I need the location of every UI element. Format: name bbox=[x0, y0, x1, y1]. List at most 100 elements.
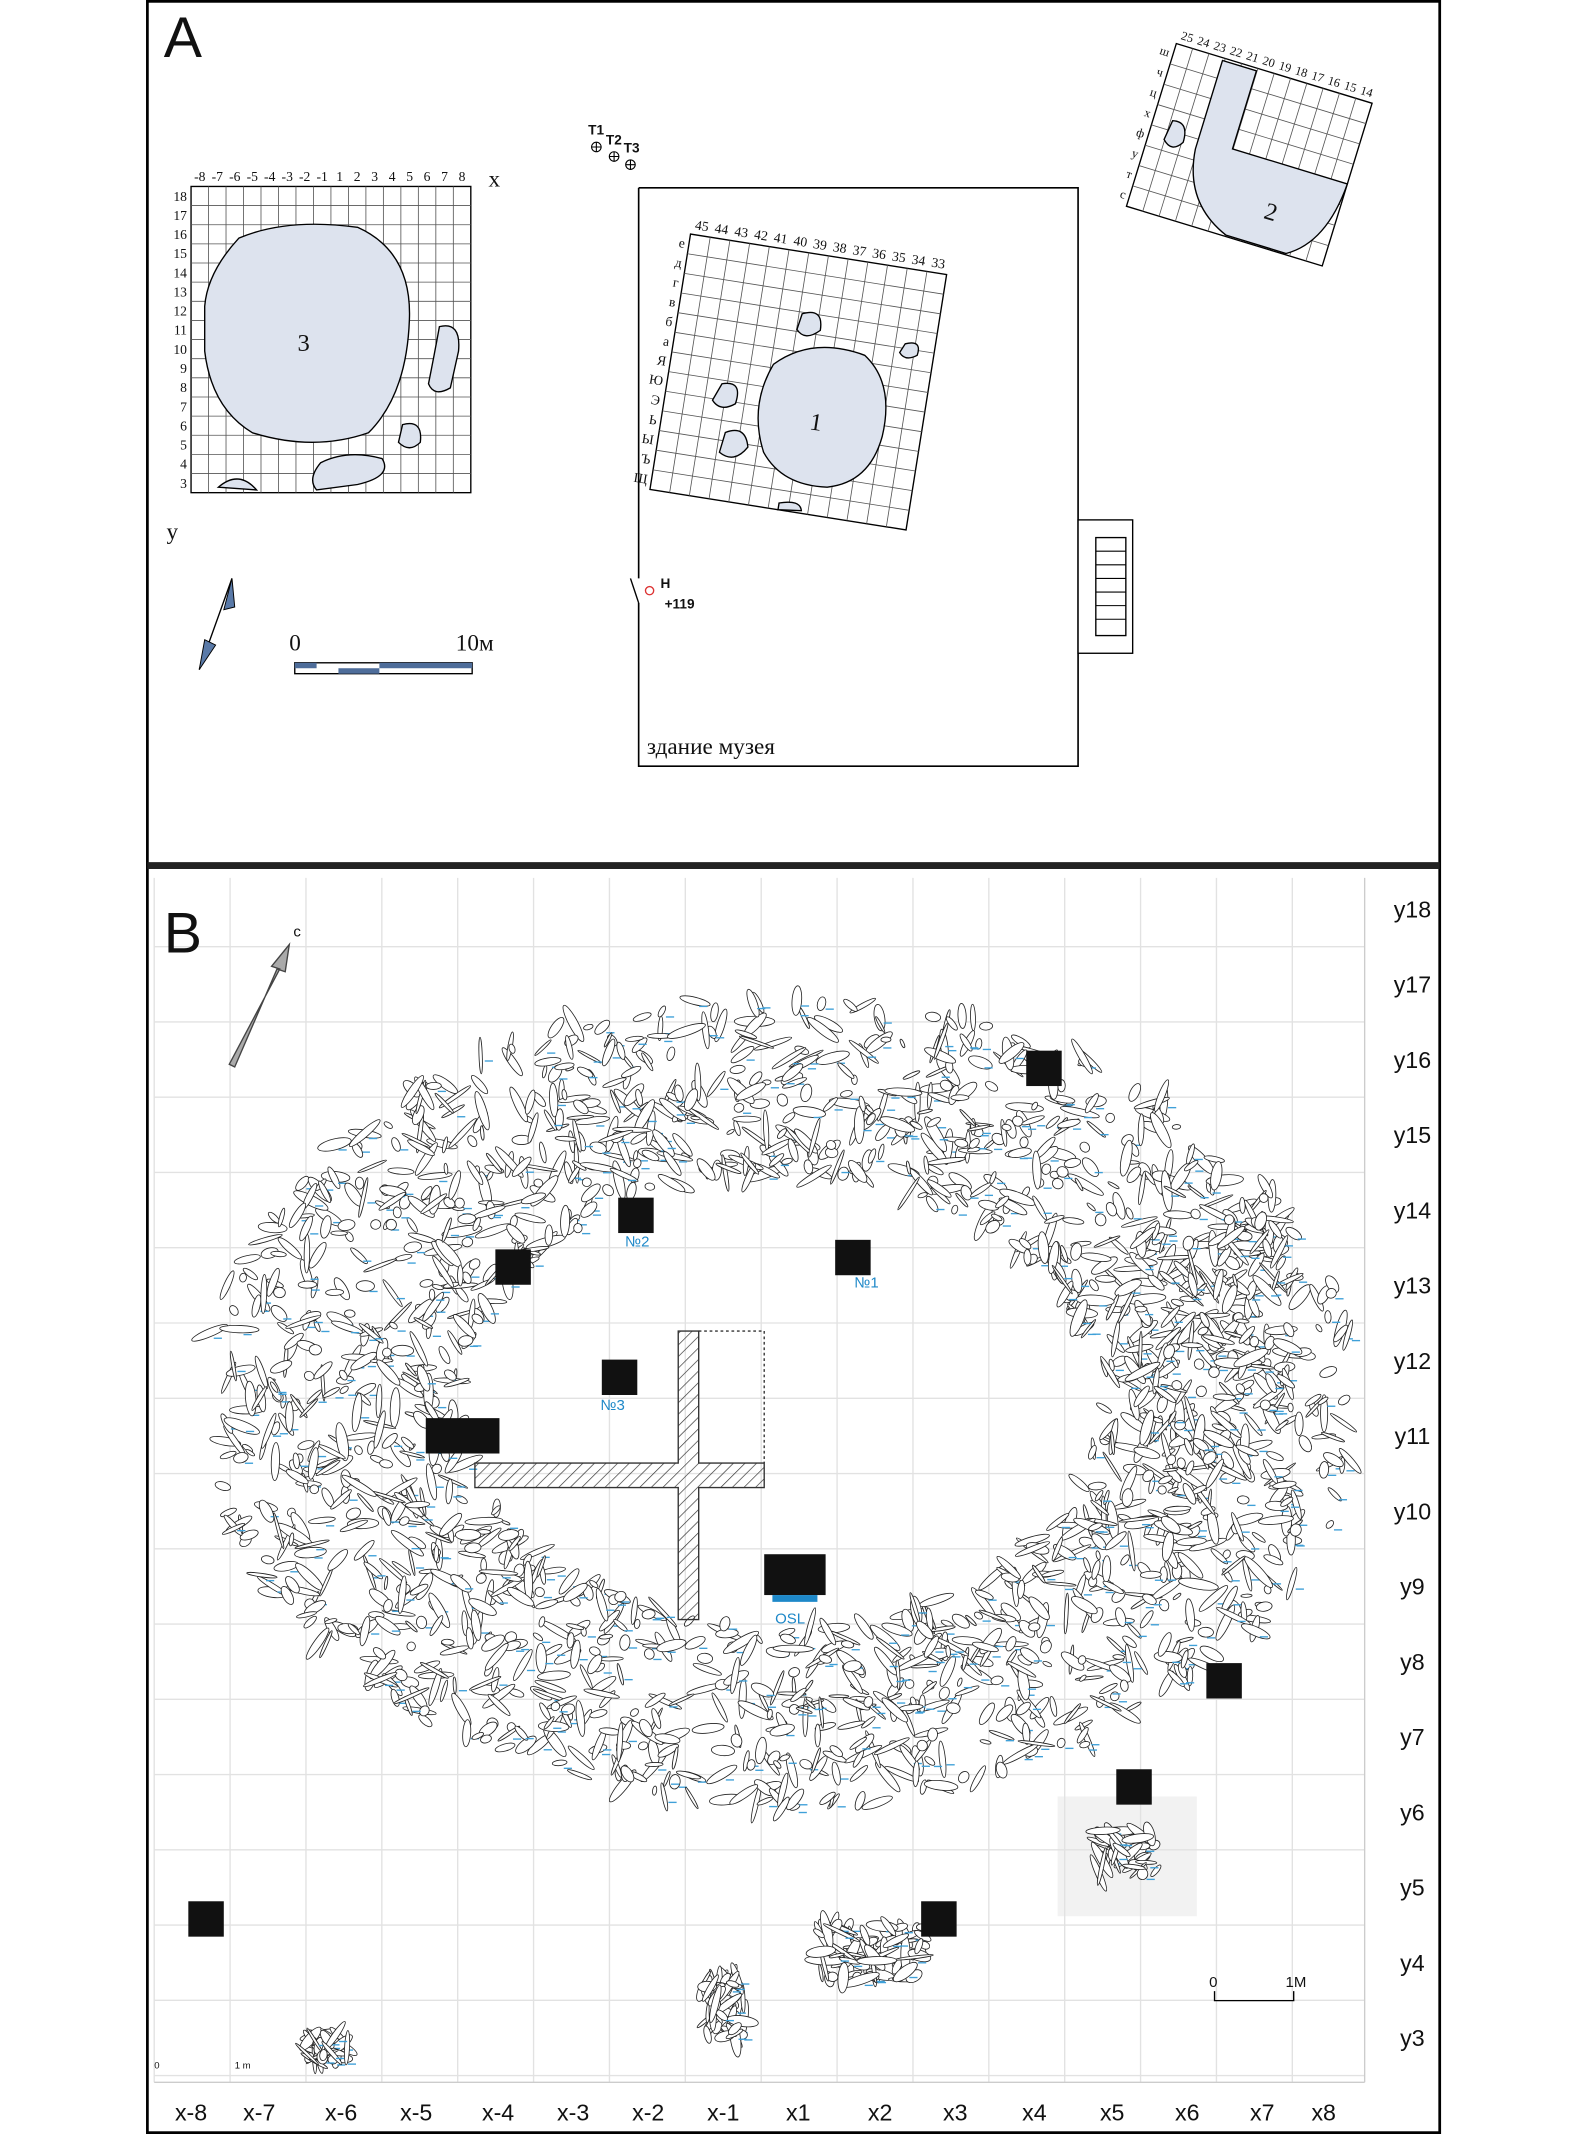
bone bbox=[313, 1320, 321, 1332]
grid-line bbox=[866, 268, 908, 524]
scale-end: 1М bbox=[1286, 1974, 1307, 1991]
grid-line bbox=[708, 243, 751, 499]
bone bbox=[266, 1267, 280, 1297]
bone bbox=[1276, 1374, 1295, 1389]
bone bbox=[602, 1184, 614, 1197]
bone bbox=[923, 1155, 930, 1175]
bone bbox=[602, 1077, 627, 1088]
bone bbox=[568, 1130, 575, 1154]
bone bbox=[957, 1677, 963, 1687]
bone bbox=[852, 1750, 864, 1768]
bone bbox=[1208, 1366, 1220, 1378]
bone bbox=[1280, 1496, 1294, 1507]
bone bbox=[547, 1016, 565, 1039]
bone bbox=[800, 1083, 813, 1102]
bone bbox=[799, 1759, 813, 1770]
bone bbox=[925, 1195, 939, 1213]
bone bbox=[296, 1611, 317, 1619]
bone bbox=[1176, 1636, 1194, 1644]
bone bbox=[239, 1272, 247, 1283]
bone bbox=[1185, 1598, 1195, 1632]
grid-label: 15 bbox=[1342, 78, 1358, 95]
bone bbox=[419, 1279, 434, 1288]
bone bbox=[445, 1478, 453, 1505]
bone bbox=[1125, 1207, 1134, 1220]
x-label: x6 bbox=[1175, 2099, 1200, 2125]
bone bbox=[409, 1583, 429, 1596]
bone bbox=[837, 1720, 866, 1730]
grid-label: 4 bbox=[389, 169, 396, 184]
bone bbox=[1240, 1593, 1253, 1598]
bone bbox=[514, 1725, 529, 1741]
bone bbox=[589, 1646, 601, 1656]
bone bbox=[420, 1193, 448, 1214]
bone bbox=[270, 1250, 287, 1258]
bone bbox=[1270, 1235, 1289, 1269]
site-number: 3 bbox=[297, 330, 309, 357]
y-label: y7 bbox=[1400, 1724, 1425, 1750]
bone bbox=[1202, 1451, 1217, 1465]
bone bbox=[902, 1070, 921, 1080]
bone bbox=[419, 1662, 449, 1679]
bone bbox=[1186, 1143, 1195, 1165]
bone bbox=[308, 1516, 336, 1525]
grid-label: Э bbox=[650, 392, 661, 408]
bone bbox=[738, 1035, 775, 1049]
bone bbox=[1071, 1596, 1098, 1615]
bone bbox=[985, 1220, 1000, 1234]
bone bbox=[387, 1167, 415, 1175]
bone bbox=[382, 1279, 403, 1308]
grid-label: 13 bbox=[173, 284, 187, 299]
bone bbox=[347, 1623, 360, 1636]
bone bbox=[270, 1360, 293, 1374]
bone bbox=[1091, 1560, 1101, 1580]
bone bbox=[383, 1121, 393, 1129]
bone bbox=[1060, 1106, 1100, 1119]
grid-label: -7 bbox=[212, 169, 224, 184]
bone bbox=[303, 1370, 315, 1381]
y-label: y3 bbox=[1400, 2025, 1425, 2051]
x-label: x-3 bbox=[557, 2099, 589, 2125]
bone bbox=[511, 1156, 532, 1177]
bone bbox=[273, 1512, 285, 1550]
bone bbox=[441, 1224, 483, 1238]
bone bbox=[509, 1086, 529, 1123]
bone bbox=[1079, 1141, 1090, 1153]
bone bbox=[221, 1523, 246, 1535]
grid-label: 17 bbox=[1310, 68, 1326, 85]
bone bbox=[551, 1759, 568, 1767]
bone bbox=[938, 1740, 947, 1779]
bone bbox=[1083, 1557, 1091, 1573]
bone bbox=[726, 1129, 735, 1135]
bone bbox=[1294, 1411, 1304, 1437]
bone bbox=[811, 1747, 821, 1773]
y-label: y9 bbox=[1400, 1574, 1425, 1600]
bone bbox=[837, 1962, 849, 1994]
bone bbox=[382, 1347, 392, 1358]
bone bbox=[734, 1029, 758, 1039]
bone bbox=[508, 1536, 521, 1552]
bone bbox=[1187, 1272, 1198, 1297]
bone bbox=[749, 1098, 770, 1109]
bone bbox=[1186, 1666, 1194, 1687]
bone bbox=[468, 1258, 481, 1270]
bone bbox=[1198, 1585, 1229, 1612]
bone bbox=[544, 1224, 554, 1246]
bone bbox=[914, 1938, 924, 1955]
grid-label: 7 bbox=[441, 169, 448, 184]
bone bbox=[428, 1592, 451, 1629]
bone bbox=[1110, 1430, 1115, 1455]
bone bbox=[926, 1117, 941, 1128]
bone bbox=[537, 1670, 571, 1681]
bone bbox=[575, 1700, 586, 1737]
bone bbox=[646, 1110, 656, 1146]
bone bbox=[709, 1984, 722, 2023]
bone bbox=[1060, 1245, 1069, 1263]
bone bbox=[829, 1745, 843, 1758]
bone bbox=[1258, 1193, 1269, 1203]
bone bbox=[464, 1516, 504, 1526]
bone bbox=[454, 1529, 482, 1541]
bone bbox=[933, 1022, 949, 1060]
bone bbox=[285, 1315, 321, 1329]
bone bbox=[354, 1176, 365, 1190]
